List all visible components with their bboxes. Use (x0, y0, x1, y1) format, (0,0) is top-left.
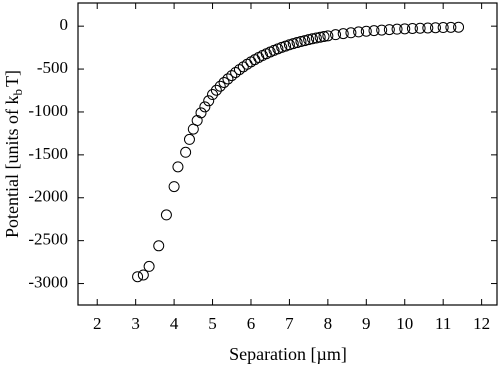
data-point (310, 32, 322, 44)
data-point (391, 23, 403, 35)
data-point (153, 240, 165, 252)
data-point (429, 22, 441, 34)
data-point (180, 146, 192, 158)
data-point (230, 66, 242, 78)
y-tick-label: -2000 (28, 187, 68, 206)
data-point (445, 21, 457, 33)
data-point (360, 25, 372, 37)
data-point (414, 22, 426, 34)
data-point (318, 31, 330, 43)
y-tick-label: -500 (37, 58, 68, 77)
data-point (168, 181, 180, 193)
x-tick-label: 12 (473, 314, 490, 333)
x-tick-label: 5 (208, 314, 217, 333)
data-point (322, 30, 334, 42)
data-point (132, 271, 144, 283)
data-point (249, 54, 261, 66)
data-point (299, 35, 311, 47)
data-point (214, 80, 226, 92)
data-point (137, 269, 149, 281)
data-point (303, 34, 315, 46)
data-point (399, 23, 411, 35)
data-point (422, 22, 434, 34)
data-point (330, 29, 342, 41)
data-point (218, 76, 230, 88)
data-point (345, 27, 357, 39)
x-tick-label: 10 (396, 314, 413, 333)
data-point (337, 28, 349, 40)
data-point (376, 24, 388, 36)
data-point (191, 115, 203, 127)
data-point (207, 89, 219, 101)
data-point (291, 37, 303, 49)
x-tick-label: 3 (131, 314, 140, 333)
x-tick-label: 6 (247, 314, 256, 333)
x-tick-label: 4 (170, 314, 179, 333)
data-point (437, 22, 449, 34)
data-point (353, 26, 365, 38)
y-tick-label: -3000 (28, 272, 68, 291)
x-tick-label: 7 (285, 314, 294, 333)
data-point (199, 101, 211, 113)
x-axis-label: Separation [µm] (229, 344, 347, 364)
y-tick-label: 0 (60, 15, 69, 34)
x-tick-label: 8 (324, 314, 333, 333)
data-point (172, 161, 184, 173)
y-tick-label: -2500 (28, 230, 68, 249)
x-tick-label: 2 (93, 314, 102, 333)
x-tick-label: 9 (362, 314, 371, 333)
y-tick-label: -1500 (28, 144, 68, 163)
data-point (143, 260, 155, 272)
data-point (314, 31, 326, 43)
data-point (210, 84, 222, 96)
data-point (203, 95, 215, 107)
data-point (383, 24, 395, 36)
data-point (160, 209, 172, 221)
y-axis-label: Potential [units of kb T] (2, 70, 25, 238)
data-point (306, 33, 318, 45)
data-point (195, 107, 207, 119)
data-point (226, 70, 238, 82)
data-point (406, 22, 418, 34)
y-label-subscript: b (10, 89, 25, 96)
x-tick-label: 11 (435, 314, 451, 333)
y-tick-label: -1000 (28, 101, 68, 120)
y-label-part: T] (2, 70, 22, 87)
data-point (295, 36, 307, 48)
data-point (453, 21, 465, 33)
plot-frame (77, 2, 498, 306)
data-point (183, 133, 195, 145)
data-point (233, 64, 245, 76)
data-point (222, 73, 234, 85)
y-label-part: Potential [units of k (2, 96, 22, 239)
data-point (368, 25, 380, 37)
